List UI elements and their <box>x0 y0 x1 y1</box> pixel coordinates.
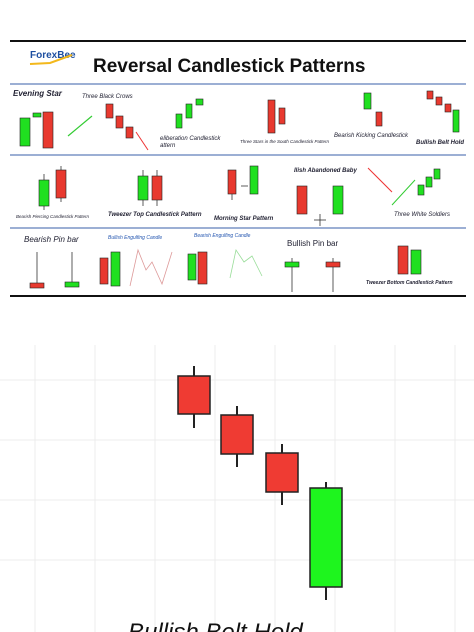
candle <box>137 175 149 201</box>
candle <box>175 113 183 129</box>
candle <box>249 165 259 195</box>
label: Bearish Piercing Candlestick Pattern <box>16 214 90 219</box>
label: Tweezer Top Candlestick Pattern <box>108 212 202 218</box>
label: Bearish Kicking Candlestick <box>334 133 409 139</box>
label: Bearish Engulfing Candle <box>194 233 251 239</box>
candle <box>332 185 344 215</box>
candle <box>265 452 299 493</box>
candle <box>397 245 409 275</box>
candle <box>296 185 308 215</box>
label: eliberation Candlestick <box>160 136 221 142</box>
price-line <box>229 248 263 279</box>
label: attern <box>160 143 176 149</box>
arrow <box>391 179 416 206</box>
candle <box>99 257 109 285</box>
candle <box>309 487 343 588</box>
label: Morning Star Pattern <box>214 216 274 222</box>
candle <box>177 375 211 415</box>
candle <box>278 107 286 125</box>
candle <box>375 111 383 127</box>
label: Bullish Engulfing Candle <box>108 235 162 241</box>
candle <box>110 251 121 287</box>
candle <box>363 92 372 110</box>
candle <box>195 98 204 106</box>
label: Bullish Belt Hold <box>416 140 464 146</box>
candle <box>417 184 425 196</box>
candle <box>425 176 433 188</box>
candle <box>185 103 193 119</box>
candle <box>38 179 50 207</box>
label: Three White Soldiers <box>394 212 450 218</box>
label: Bullish Pin bar <box>287 239 338 248</box>
logo-swoosh <box>29 54 73 65</box>
infographic: ForexBee Reversal Candlestick Patterns E… <box>10 40 466 297</box>
label: Three Stars in the South Candlestick Pat… <box>240 139 330 144</box>
price-line <box>129 248 173 287</box>
candle <box>410 249 422 275</box>
candle <box>433 168 441 180</box>
candle <box>64 281 80 288</box>
label: Tweezer Bottom Candlestick Pattern <box>366 280 453 286</box>
candle <box>220 414 254 455</box>
candle <box>267 99 276 134</box>
candle <box>426 90 434 100</box>
candle <box>452 109 460 133</box>
candle <box>325 261 341 268</box>
candle <box>125 126 134 139</box>
candle <box>42 111 54 149</box>
label: Evening Star <box>13 89 63 98</box>
candle <box>55 169 67 199</box>
candle <box>29 282 45 289</box>
candle <box>444 103 452 113</box>
arrow <box>67 115 93 137</box>
candle <box>151 175 163 201</box>
candle <box>284 261 300 268</box>
label: llish Abandoned Baby <box>294 168 357 174</box>
candle <box>227 169 237 195</box>
arrow <box>367 167 393 193</box>
arrow <box>135 131 149 151</box>
caption: Bullish Belt Hold <box>128 619 303 632</box>
candle <box>115 115 124 129</box>
candle <box>105 103 114 119</box>
logo: ForexBee <box>30 50 76 61</box>
candle <box>187 253 197 281</box>
candle <box>32 112 42 118</box>
grid <box>0 345 474 632</box>
label: Three Black Crows <box>82 94 133 100</box>
candle <box>19 117 31 147</box>
detail-chart: Bullish Belt Hold <box>0 345 474 632</box>
label: Bearish Pin bar <box>24 235 79 244</box>
title: Reversal Candlestick Patterns <box>93 56 365 77</box>
candle <box>197 251 208 285</box>
candle <box>435 96 443 106</box>
